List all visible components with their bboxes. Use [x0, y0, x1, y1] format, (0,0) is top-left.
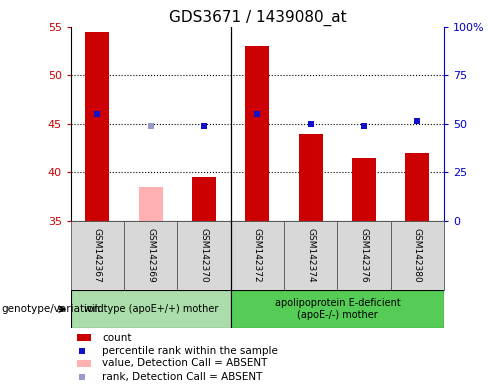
Text: rank, Detection Call = ABSENT: rank, Detection Call = ABSENT: [102, 372, 263, 382]
Text: apolipoprotein E-deficient
(apoE-/-) mother: apolipoprotein E-deficient (apoE-/-) mot…: [275, 298, 400, 320]
Bar: [391, 221, 444, 290]
Bar: [231, 221, 284, 290]
Text: wildtype (apoE+/+) mother: wildtype (apoE+/+) mother: [83, 304, 218, 314]
Text: count: count: [102, 333, 132, 343]
Bar: [85, 32, 109, 221]
Bar: [124, 221, 177, 290]
Bar: [71, 290, 231, 328]
Bar: [284, 221, 337, 290]
Bar: [71, 221, 124, 290]
Bar: [78, 334, 91, 341]
Text: value, Detection Call = ABSENT: value, Detection Call = ABSENT: [102, 358, 268, 368]
Bar: [352, 158, 376, 221]
Bar: [192, 177, 216, 221]
Bar: [178, 221, 231, 290]
Bar: [231, 290, 444, 328]
Text: genotype/variation: genotype/variation: [1, 304, 101, 314]
Text: GSM142380: GSM142380: [413, 228, 422, 283]
Text: GSM142370: GSM142370: [200, 228, 208, 283]
Text: GSM142367: GSM142367: [93, 228, 102, 283]
Bar: [299, 134, 323, 221]
Text: GSM142374: GSM142374: [306, 228, 315, 283]
Bar: [78, 360, 91, 367]
Bar: [139, 187, 163, 221]
Bar: [245, 46, 269, 221]
Text: GSM142376: GSM142376: [360, 228, 368, 283]
Title: GDS3671 / 1439080_at: GDS3671 / 1439080_at: [169, 9, 346, 25]
Bar: [406, 153, 429, 221]
Text: GSM142372: GSM142372: [253, 228, 262, 283]
Text: GSM142369: GSM142369: [146, 228, 155, 283]
Text: percentile rank within the sample: percentile rank within the sample: [102, 346, 278, 356]
Bar: [338, 221, 391, 290]
